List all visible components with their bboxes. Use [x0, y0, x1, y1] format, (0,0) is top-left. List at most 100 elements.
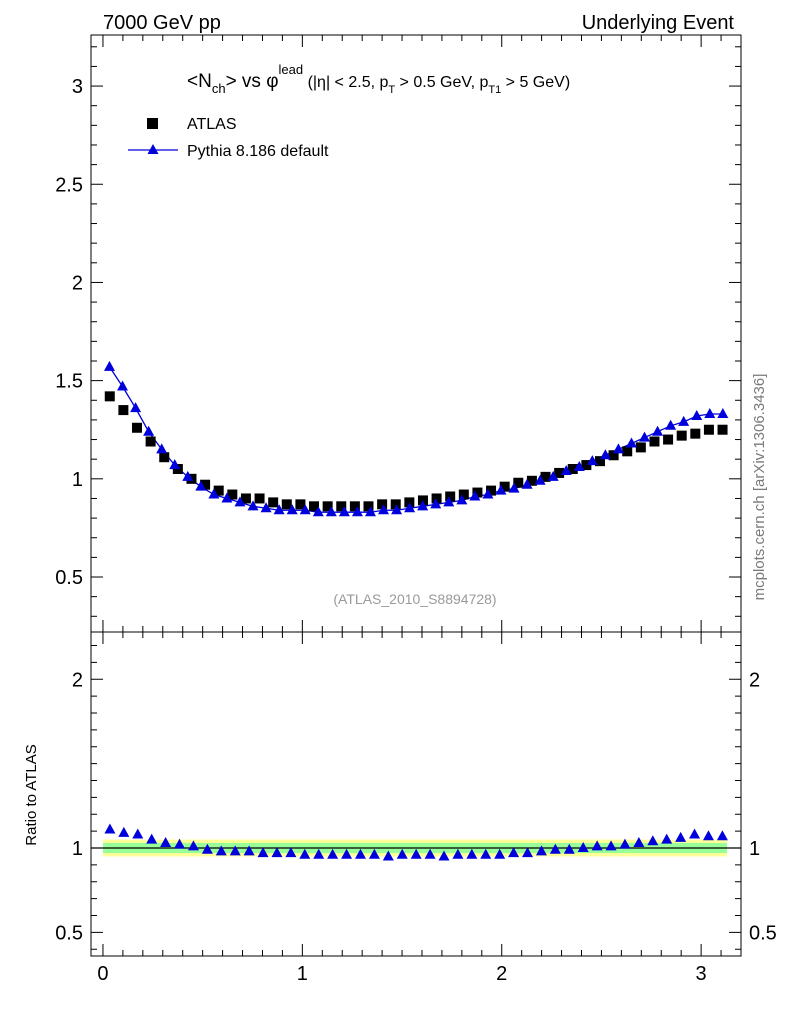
atlas-data-point [540, 471, 551, 482]
main-axis-ticks: 0.5 1 1.5 2 2.5 3 [55, 35, 741, 632]
main-panel: 0.5 1 1.5 2 2.5 3 <Nch> vs φlead (|η| < 2.5, … [55, 34, 742, 633]
atlas-data-point [322, 501, 333, 512]
mc-data-point [704, 408, 716, 419]
ratio-data-point [591, 840, 603, 851]
mc-data-point [430, 498, 442, 509]
ratio-ylabel: Ratio to ATLAS [23, 744, 40, 845]
y-tick-label: 0.5 [55, 567, 83, 589]
mc-data-point [612, 443, 624, 454]
ratio-data-point [327, 848, 339, 859]
mc-data-point [299, 504, 311, 515]
ratio-axis-ticks: 0.5 0.5 1 1 2 2 0 1 2 3 [55, 632, 777, 985]
mc-data-point [247, 500, 259, 511]
ratio-data-point [243, 845, 255, 856]
ratio-data-point [563, 843, 575, 854]
mc-data-point [691, 409, 703, 420]
header-left: 7000 GeV pp [103, 12, 221, 34]
ratio-data-point [619, 838, 631, 849]
mc-data-point [103, 360, 115, 371]
ratio-data-point [675, 831, 687, 842]
ratio-data-point [201, 843, 213, 854]
ratio-data-point [702, 830, 714, 841]
ratio-data-point [647, 835, 659, 846]
atlas-data-point [281, 499, 292, 510]
legend-label-mc: Pythia 8.186 default [187, 143, 329, 160]
atlas-data-point [554, 467, 565, 478]
ratio-data-point [354, 848, 366, 859]
mc-data-point [456, 494, 468, 505]
ratio-data-point [661, 833, 673, 844]
mc-data-point [404, 502, 416, 513]
atlas-data-point [200, 479, 211, 490]
y-tick-label-right: 1 [749, 838, 760, 860]
mc-data-point [417, 500, 429, 511]
mc-data-point [443, 496, 455, 507]
ratio-data-point [438, 850, 450, 861]
ratio-data-point [549, 843, 561, 854]
atlas-data-point [118, 405, 129, 416]
atlas-data-point [717, 424, 728, 435]
ratio-data-point [146, 833, 158, 844]
atlas-data-point [649, 436, 660, 447]
atlas-data-point [309, 501, 320, 512]
ratio-data-point [689, 828, 701, 839]
y-tick-label-right: 0.5 [749, 922, 777, 944]
atlas-data-point [472, 487, 483, 498]
ratio-data-point [313, 848, 325, 859]
mc-data-point [273, 504, 285, 515]
legend-marker-mc [147, 144, 159, 154]
mc-data-point [560, 464, 572, 475]
y-tick-label: 2.5 [55, 174, 83, 196]
plot-title: <Nch> vs φlead (|η| < 2.5, pT > 0.5 GeV,… [187, 62, 570, 96]
mc-data-point [378, 504, 390, 515]
ratio-data-point [215, 845, 227, 856]
y-tick-label-right: 2 [749, 669, 760, 691]
ratio-data-point [605, 840, 617, 851]
atlas-data-point [363, 501, 374, 512]
atlas-data-point [349, 501, 360, 512]
atlas-data-point [513, 477, 524, 488]
mc-data-point [469, 490, 481, 501]
ratio-data-point [716, 830, 728, 841]
ratio-data-point [535, 845, 547, 856]
mc-data-point [665, 419, 677, 430]
mc-data-point [117, 380, 129, 391]
atlas-data-point [404, 497, 415, 508]
atlas-data-point [608, 450, 619, 461]
ratio-data-point [508, 847, 520, 858]
ratio-data-point [410, 848, 422, 859]
mc-data-point [717, 408, 729, 419]
ratio-data-point [341, 848, 353, 859]
ratio-data-point [522, 847, 534, 858]
atlas-data-point [676, 430, 687, 441]
atlas-data-point [336, 501, 347, 512]
atlas-data-point [499, 481, 510, 492]
ratio-points [104, 823, 728, 861]
ratio-data-point [299, 848, 311, 859]
ratio-data-point [577, 842, 589, 852]
atlas-data-point [417, 495, 428, 506]
mc-data-point [508, 482, 520, 493]
header-right: Underlying Event [582, 12, 735, 34]
y-tick-label: 1 [72, 469, 83, 491]
mc-data-point [351, 506, 363, 517]
x-tick-label: 1 [297, 963, 308, 985]
y-tick-label: 1 [72, 838, 83, 860]
atlas-data-point [663, 434, 674, 445]
x-tick-label: 2 [496, 963, 507, 985]
mc-data-point [195, 480, 207, 491]
atlas-data-point [145, 436, 156, 447]
atlas-data-point [594, 456, 605, 467]
atlas-data-point [104, 391, 115, 402]
y-tick-label: 3 [72, 76, 83, 98]
mc-data-point [586, 455, 598, 466]
atlas-data-point [526, 475, 537, 486]
atlas-data-point [295, 499, 306, 510]
atlas-data-point [254, 493, 265, 504]
atlas-data-point [390, 499, 401, 510]
atlas-data-point [240, 493, 251, 504]
mc-data-point [391, 504, 403, 515]
x-tick-label: 3 [696, 963, 707, 985]
mc-data-point [364, 506, 376, 517]
